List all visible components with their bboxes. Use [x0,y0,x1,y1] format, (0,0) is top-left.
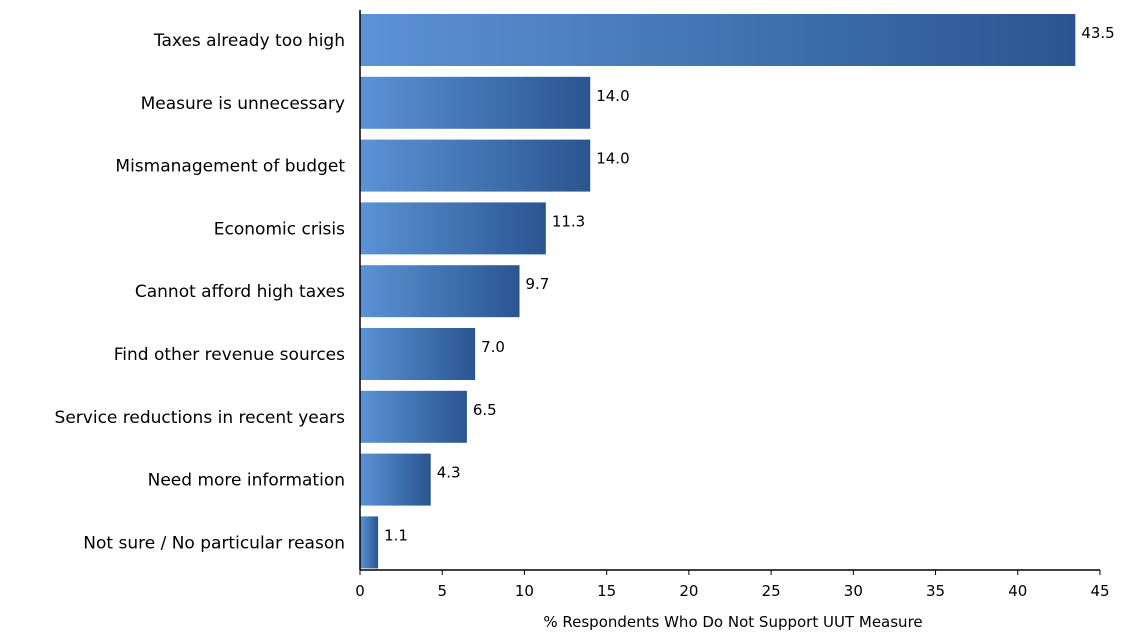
value-label: 9.7 [526,275,550,293]
value-label: 1.1 [384,526,408,544]
category-label: Need more information [148,471,345,491]
category-label: Mismanagement of budget [115,157,345,177]
value-label: 4.3 [437,464,461,482]
bar [360,265,520,318]
category-label: Service reductions in recent years [55,408,346,428]
bar [360,453,431,506]
category-label: Taxes already too high [153,31,345,51]
value-label: 11.3 [552,212,585,230]
x-tick-label: 40 [1008,582,1027,600]
category-label: Economic crisis [214,219,345,239]
x-tick-label: 15 [597,582,616,600]
bar [360,76,591,129]
x-tick-label: 5 [437,582,447,600]
category-label: Find other revenue sources [114,345,345,365]
value-label: 14.0 [596,87,629,105]
x-tick-label: 25 [762,582,781,600]
value-label: 6.5 [473,401,497,419]
value-label: 43.5 [1081,24,1114,42]
x-tick-label: 20 [679,582,698,600]
x-tick-label: 0 [355,582,365,600]
category-label: Not sure / No particular reason [83,533,345,553]
bars [360,14,1076,569]
category-labels: Taxes already too high Measure is unneces… [55,31,346,553]
category-label: Measure is unnecessary [141,94,345,114]
value-label: 14.0 [596,150,629,168]
axes: 0 5 10 15 20 25 30 35 40 45 [355,10,1110,600]
x-tick-label: 35 [926,582,945,600]
category-label: Cannot afford high taxes [135,282,345,302]
x-tick-label: 45 [1090,582,1109,600]
x-axis-title: % Respondents Who Do Not Support UUT Mea… [543,613,922,631]
value-labels: 43.5 14.0 14.0 11.3 9.7 7.0 6.5 4.3 1.1 [384,24,1115,544]
value-label: 7.0 [481,338,505,356]
bar [360,516,379,569]
x-tick-label: 10 [515,582,534,600]
bar [360,202,546,255]
bar [360,390,467,443]
bar [360,328,476,380]
bar [360,139,591,192]
bar [360,14,1076,66]
x-tick-label: 30 [844,582,863,600]
